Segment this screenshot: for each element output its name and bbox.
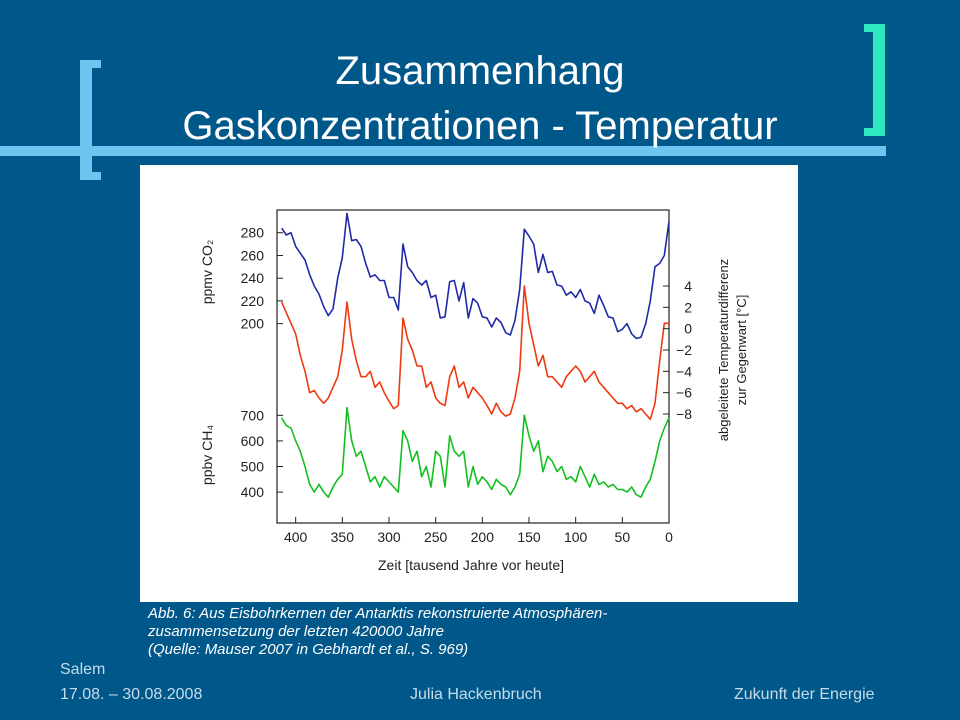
caption-line-1: Abb. 6: Aus Eisbohrkernen der Antarktis … [148,605,608,622]
temperature-tick-label: −4 [676,363,692,379]
ch4-layer [281,406,670,499]
temperature-tick-label: −2 [676,342,692,358]
x-axis: 400 350 300 250 200 150 100 50 0 [284,517,673,545]
chart: 400 350 300 250 200 150 100 50 0 280260240220200… [199,209,749,573]
co2-tick-label: 260 [241,247,265,263]
ch4-axis-label: ppbv CH₄ [199,425,215,485]
temperature-tick-label: 0 [684,321,692,337]
x-tick-label: 400 [284,529,308,545]
temperature-tick-label: 2 [684,299,692,315]
x-axis-label: Zeit [tausend Jahre vor heute] [378,557,564,573]
temperature-line [280,285,669,421]
temperature-axis-label-line: zur Gegenwart [°C] [734,295,749,406]
co2-tick-label: 240 [241,270,265,286]
x-tick-label: 50 [615,529,631,545]
x-tick-label: 0 [665,529,673,545]
footer-place: Salem [60,661,106,678]
caption-line-3: (Quelle: Mauser 2007 in Gebhardt et al.,… [148,641,469,658]
chart-panel: 400 350 300 250 200 150 100 50 0 280 260 240 220 200… [140,165,798,602]
co2-tick-label: 220 [241,293,265,309]
co2-tick-label: 200 [241,316,265,332]
ch4-tick-label: 700 [241,407,265,423]
ch4-axis: 700 600 500 400 [241,407,283,500]
x-tick-label: 250 [424,529,448,545]
x-tick-label: 350 [331,529,355,545]
figure-caption: Abb. 6: Aus Eisbohrkernen der Antarktis … [148,605,788,659]
slide-title-line-1: Zusammenhang [335,49,625,93]
temperature-axis-label: abgeleitete Temperaturdifferenz zur Gegen… [716,259,749,441]
ch4-tick-label: 500 [241,459,265,475]
co2-axis-label: ppmv CO₂ [199,240,215,305]
x-tick-label: 100 [564,529,588,545]
title-accent-bar [0,146,886,156]
temperature-layer [280,285,669,421]
ch4-line [281,406,670,499]
right-bracket-decoration [864,24,885,136]
footer-topic: Zukunft der Energie [734,686,875,703]
x-tick-label: 200 [471,529,495,545]
ch4-tick-label: 400 [241,484,265,500]
co2-layer [281,212,670,340]
co2-tick-label: 280 [241,225,265,241]
x-tick-label: 150 [517,529,541,545]
ch4-tick-label: 600 [241,433,265,449]
slide-title-line-2: Gaskonzentrationen - Temperatur [182,104,778,148]
temperature-axis: 4 2 0 −2 −4 −6 −8 [663,278,692,422]
plot-border [276,209,670,524]
caption-line-2: zusammensetzung der letzten 420000 Jahre [148,623,445,640]
co2-line [281,212,670,340]
x-tick-label: 300 [377,529,401,545]
temperature-axis-label-line: abgeleitete Temperaturdifferenz [716,259,731,441]
temperature-tick-label: −6 [676,385,692,401]
footer-date: 17.08. – 30.08.2008 [60,686,203,703]
temperature-tick-label: 4 [684,278,692,294]
co2-axis: 280 260 240 220 200 [241,225,283,332]
temperature-tick-label: −8 [676,406,692,422]
plot-frame [276,209,670,524]
footer-author: Julia Hackenbruch [410,686,542,703]
